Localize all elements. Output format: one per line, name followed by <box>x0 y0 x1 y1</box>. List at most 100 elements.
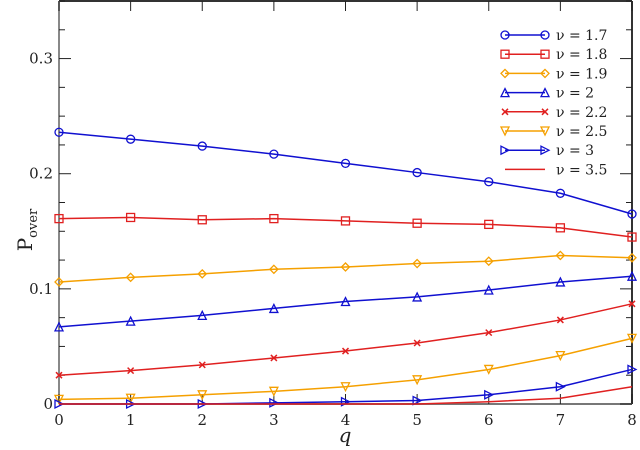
x-tick-label: 8 <box>627 411 637 429</box>
legend-item: ν = 2 <box>499 86 594 102</box>
legend-item: ν = 2.5 <box>499 124 607 140</box>
circle-marker <box>340 158 351 169</box>
diamond-marker <box>54 277 64 287</box>
series-2 <box>53 270 638 332</box>
triangle-down-marker <box>268 386 279 397</box>
triangle-up-marker <box>499 87 511 98</box>
triangle-down-marker <box>340 382 351 393</box>
x-marker <box>413 339 421 347</box>
legend-label: ν = 3 <box>556 143 594 159</box>
square-marker <box>412 218 422 228</box>
legend-item: ν = 1.8 <box>500 47 607 63</box>
legend-item: ν = 2.2 <box>501 105 607 121</box>
series-line <box>58 337 633 401</box>
x-marker <box>485 329 493 337</box>
x-marker <box>127 367 135 375</box>
legend-item: ν = 3.5 <box>505 162 607 178</box>
y-tick-label: 0.1 <box>29 280 53 298</box>
square-marker <box>627 232 637 242</box>
x-marker <box>270 354 278 362</box>
square-marker <box>125 212 136 223</box>
circle-marker <box>484 177 494 187</box>
series-2.2 <box>55 300 636 379</box>
circle-marker <box>125 134 136 144</box>
y-axis-label-main: P <box>13 238 37 251</box>
triangle-right-marker <box>555 381 566 392</box>
triangle-right-marker <box>484 389 495 400</box>
diamond-marker <box>268 264 279 275</box>
circle-marker <box>627 209 637 219</box>
square-marker <box>269 213 279 224</box>
x-tick-label: 5 <box>412 411 422 429</box>
series-line <box>58 131 633 215</box>
x-tick-label: 2 <box>197 411 207 429</box>
square-marker <box>54 213 64 224</box>
circle-marker <box>540 30 550 40</box>
square-marker <box>555 223 566 233</box>
series-2.5 <box>53 333 638 405</box>
series-line <box>58 254 633 283</box>
triangle-down-marker <box>125 393 136 404</box>
data-series <box>53 127 638 410</box>
triangle-up-marker <box>125 315 136 326</box>
circle-marker <box>500 30 510 40</box>
circle-marker <box>197 141 207 151</box>
triangle-up-marker <box>539 87 551 98</box>
x-marker <box>556 316 564 324</box>
series-line <box>59 385 633 405</box>
legend-label: ν = 1.9 <box>556 66 607 82</box>
triangle-down-marker <box>626 333 638 344</box>
diamond-marker <box>483 256 494 267</box>
square-marker <box>484 219 494 230</box>
triangle-down-marker <box>499 126 511 137</box>
triangle-up-marker <box>483 284 494 295</box>
axis-tick-labels: 0 1 2 3 4 5 6 7 8 0 0.1 0.2 0.3 <box>29 50 637 429</box>
plot-frame <box>58 0 633 405</box>
x-marker <box>628 300 636 308</box>
triangle-up-marker <box>412 291 423 302</box>
legend-label: ν = 3.5 <box>556 162 607 178</box>
diamond-marker <box>627 252 637 263</box>
triangle-right-marker <box>540 145 551 156</box>
triangle-up-marker <box>268 302 279 314</box>
triangle-right-marker <box>627 364 638 375</box>
legend-label: ν = 2.5 <box>556 124 607 140</box>
diamond-marker <box>555 250 566 261</box>
triangle-up-marker <box>340 296 351 307</box>
series-3.5 <box>59 385 633 405</box>
triangle-up-marker <box>197 309 208 320</box>
square-marker <box>197 215 207 225</box>
x-marker <box>541 108 549 116</box>
legend-label: ν = 2 <box>556 86 594 102</box>
x-tick-label: 4 <box>341 411 351 429</box>
triangle-up-marker <box>626 270 638 281</box>
circle-marker <box>269 149 279 159</box>
triangle-down-marker <box>197 390 208 401</box>
diamond-marker <box>412 258 423 269</box>
legend-item: ν = 1.9 <box>500 66 607 82</box>
diamond-marker <box>540 68 550 79</box>
series-line <box>58 275 633 328</box>
x-tick-label: 7 <box>556 411 566 429</box>
series-line <box>58 216 633 238</box>
triangle-down-marker <box>539 126 551 137</box>
legend-item: ν = 1.7 <box>500 28 607 44</box>
y-tick-label: 0.3 <box>29 50 53 68</box>
square-marker <box>340 216 351 226</box>
triangle-down-marker <box>412 375 423 386</box>
x-tick-label: 3 <box>269 411 279 429</box>
square-marker <box>540 49 550 59</box>
y-axis-label-sub: over <box>26 208 41 238</box>
series-line <box>58 303 633 376</box>
triangle-right-marker <box>269 397 280 408</box>
triangle-right-marker <box>500 145 511 156</box>
circle-marker <box>54 127 64 137</box>
y-tick-label: 0 <box>43 395 53 413</box>
triangle-down-marker <box>53 394 65 405</box>
diamond-marker <box>197 268 208 279</box>
diamond-marker <box>500 68 510 79</box>
circle-marker <box>555 188 566 198</box>
x-tick-label: 6 <box>484 411 494 429</box>
legend-label: ν = 1.8 <box>556 47 607 63</box>
x-marker <box>501 108 509 116</box>
